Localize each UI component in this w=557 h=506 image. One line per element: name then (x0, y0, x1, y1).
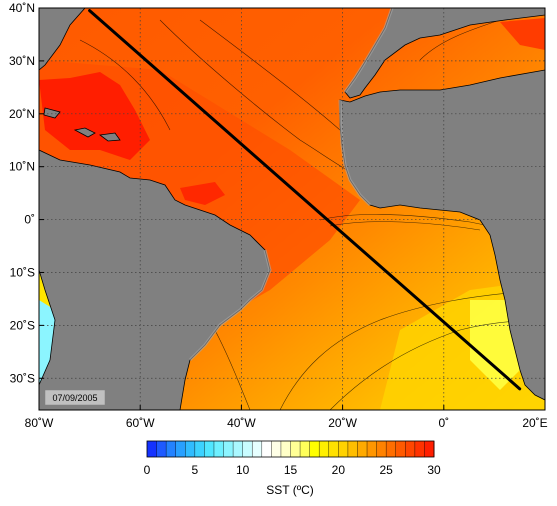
colorbar-cell (414, 441, 425, 457)
lat-tick-label: 20˚N (9, 107, 35, 121)
lat-tick-label: 10˚N (9, 160, 35, 174)
lat-tick-label: 20˚S (10, 318, 35, 332)
hot-patch-tropical-atlantic (180, 182, 225, 205)
colorbar-tick-label: 0 (144, 463, 151, 477)
lon-tick-label: 40˚W (227, 416, 256, 430)
lon-tick-label: 80˚W (25, 416, 54, 430)
colorbar-cell (175, 441, 186, 457)
map-panel (39, 8, 545, 410)
colorbar-cell (290, 441, 301, 457)
lat-tick-label: 40˚N (9, 1, 35, 15)
ship-track-line (88, 9, 522, 391)
colorbar-cell (338, 441, 349, 457)
caribbean-island-1 (73, 127, 96, 138)
date-stamp: 07/09/2005 (44, 389, 106, 406)
colorbar-cell (213, 441, 225, 457)
colorbar-tick-label: 30 (427, 463, 441, 477)
hot-patch-mediterranean (500, 18, 545, 50)
colorbar-frame (146, 440, 435, 458)
colorbar-cell (347, 441, 358, 457)
lon-tick-label: 0˚ (438, 416, 449, 430)
lat-tick-label: 10˚S (10, 265, 35, 279)
colorbar-tick-label: 20 (332, 463, 346, 477)
graticule-lines (39, 8, 545, 410)
colorbar-cell (405, 441, 416, 457)
colorbar-tick-label: 25 (379, 463, 393, 477)
sst-colorbar: 0 5 10 15 20 25 30 SST (ºC) (144, 440, 441, 497)
latitude-ticks: 40˚N 30˚N 20˚N 10˚N 0˚ 10˚S 20˚S 30˚S (9, 1, 44, 385)
colorbar-cell (204, 441, 215, 457)
colorbar-cell (156, 441, 167, 457)
lat-tick-label: 30˚N (9, 54, 35, 68)
map-frame (38, 7, 546, 411)
lat-tick-label: 0˚ (24, 213, 35, 227)
colorbar-cell (386, 441, 397, 457)
colorbar-cell (376, 441, 387, 457)
colorbar-cell (166, 441, 177, 457)
colorbar-cell (271, 441, 282, 457)
colorbar-title: SST (ºC) (266, 483, 314, 497)
colorbar-cell (185, 441, 196, 457)
caribbean-island-2 (98, 132, 121, 142)
colorbar-cell (424, 441, 435, 457)
caribbean-island-3 (43, 107, 61, 119)
north-america-land (39, 8, 86, 71)
date-label: 07/09/2005 (52, 393, 97, 403)
continental-shelf (188, 8, 394, 362)
colorbar-cell (252, 441, 263, 457)
colorbar-cell (261, 441, 272, 457)
colorbar-cell (319, 441, 330, 457)
colorbar-tick-label: 15 (284, 463, 298, 477)
lon-tick-label: 20˚E (522, 416, 547, 430)
colorbar-cell (147, 441, 158, 457)
colorbar-cell (357, 441, 368, 457)
colorbar-cell (300, 441, 311, 457)
colorbar-ticks: 0 5 10 15 20 25 30 (144, 463, 441, 477)
colorbar-cell (367, 441, 378, 457)
colorbar-tick-label: 10 (236, 463, 250, 477)
colorbar-cell (328, 441, 339, 457)
colorbar-tick-label: 5 (191, 463, 198, 477)
colorbar-cell (242, 441, 253, 457)
colorbar-cell (223, 441, 234, 457)
lat-tick-label: 30˚S (10, 371, 35, 385)
colorbar-cell (309, 441, 320, 457)
colorbar-cell (280, 441, 291, 457)
hot-patch-caribbean (39, 72, 150, 160)
colorbar-cells (147, 441, 435, 457)
colorbar-cell (233, 441, 244, 457)
colorbar-cell (194, 441, 205, 457)
lon-tick-label: 20˚W (328, 416, 357, 430)
lon-tick-label: 60˚W (126, 416, 155, 430)
longitude-ticks: 80˚W 60˚W 40˚W 20˚W 0˚ 20˚E (25, 405, 548, 430)
colorbar-cell (395, 441, 406, 457)
